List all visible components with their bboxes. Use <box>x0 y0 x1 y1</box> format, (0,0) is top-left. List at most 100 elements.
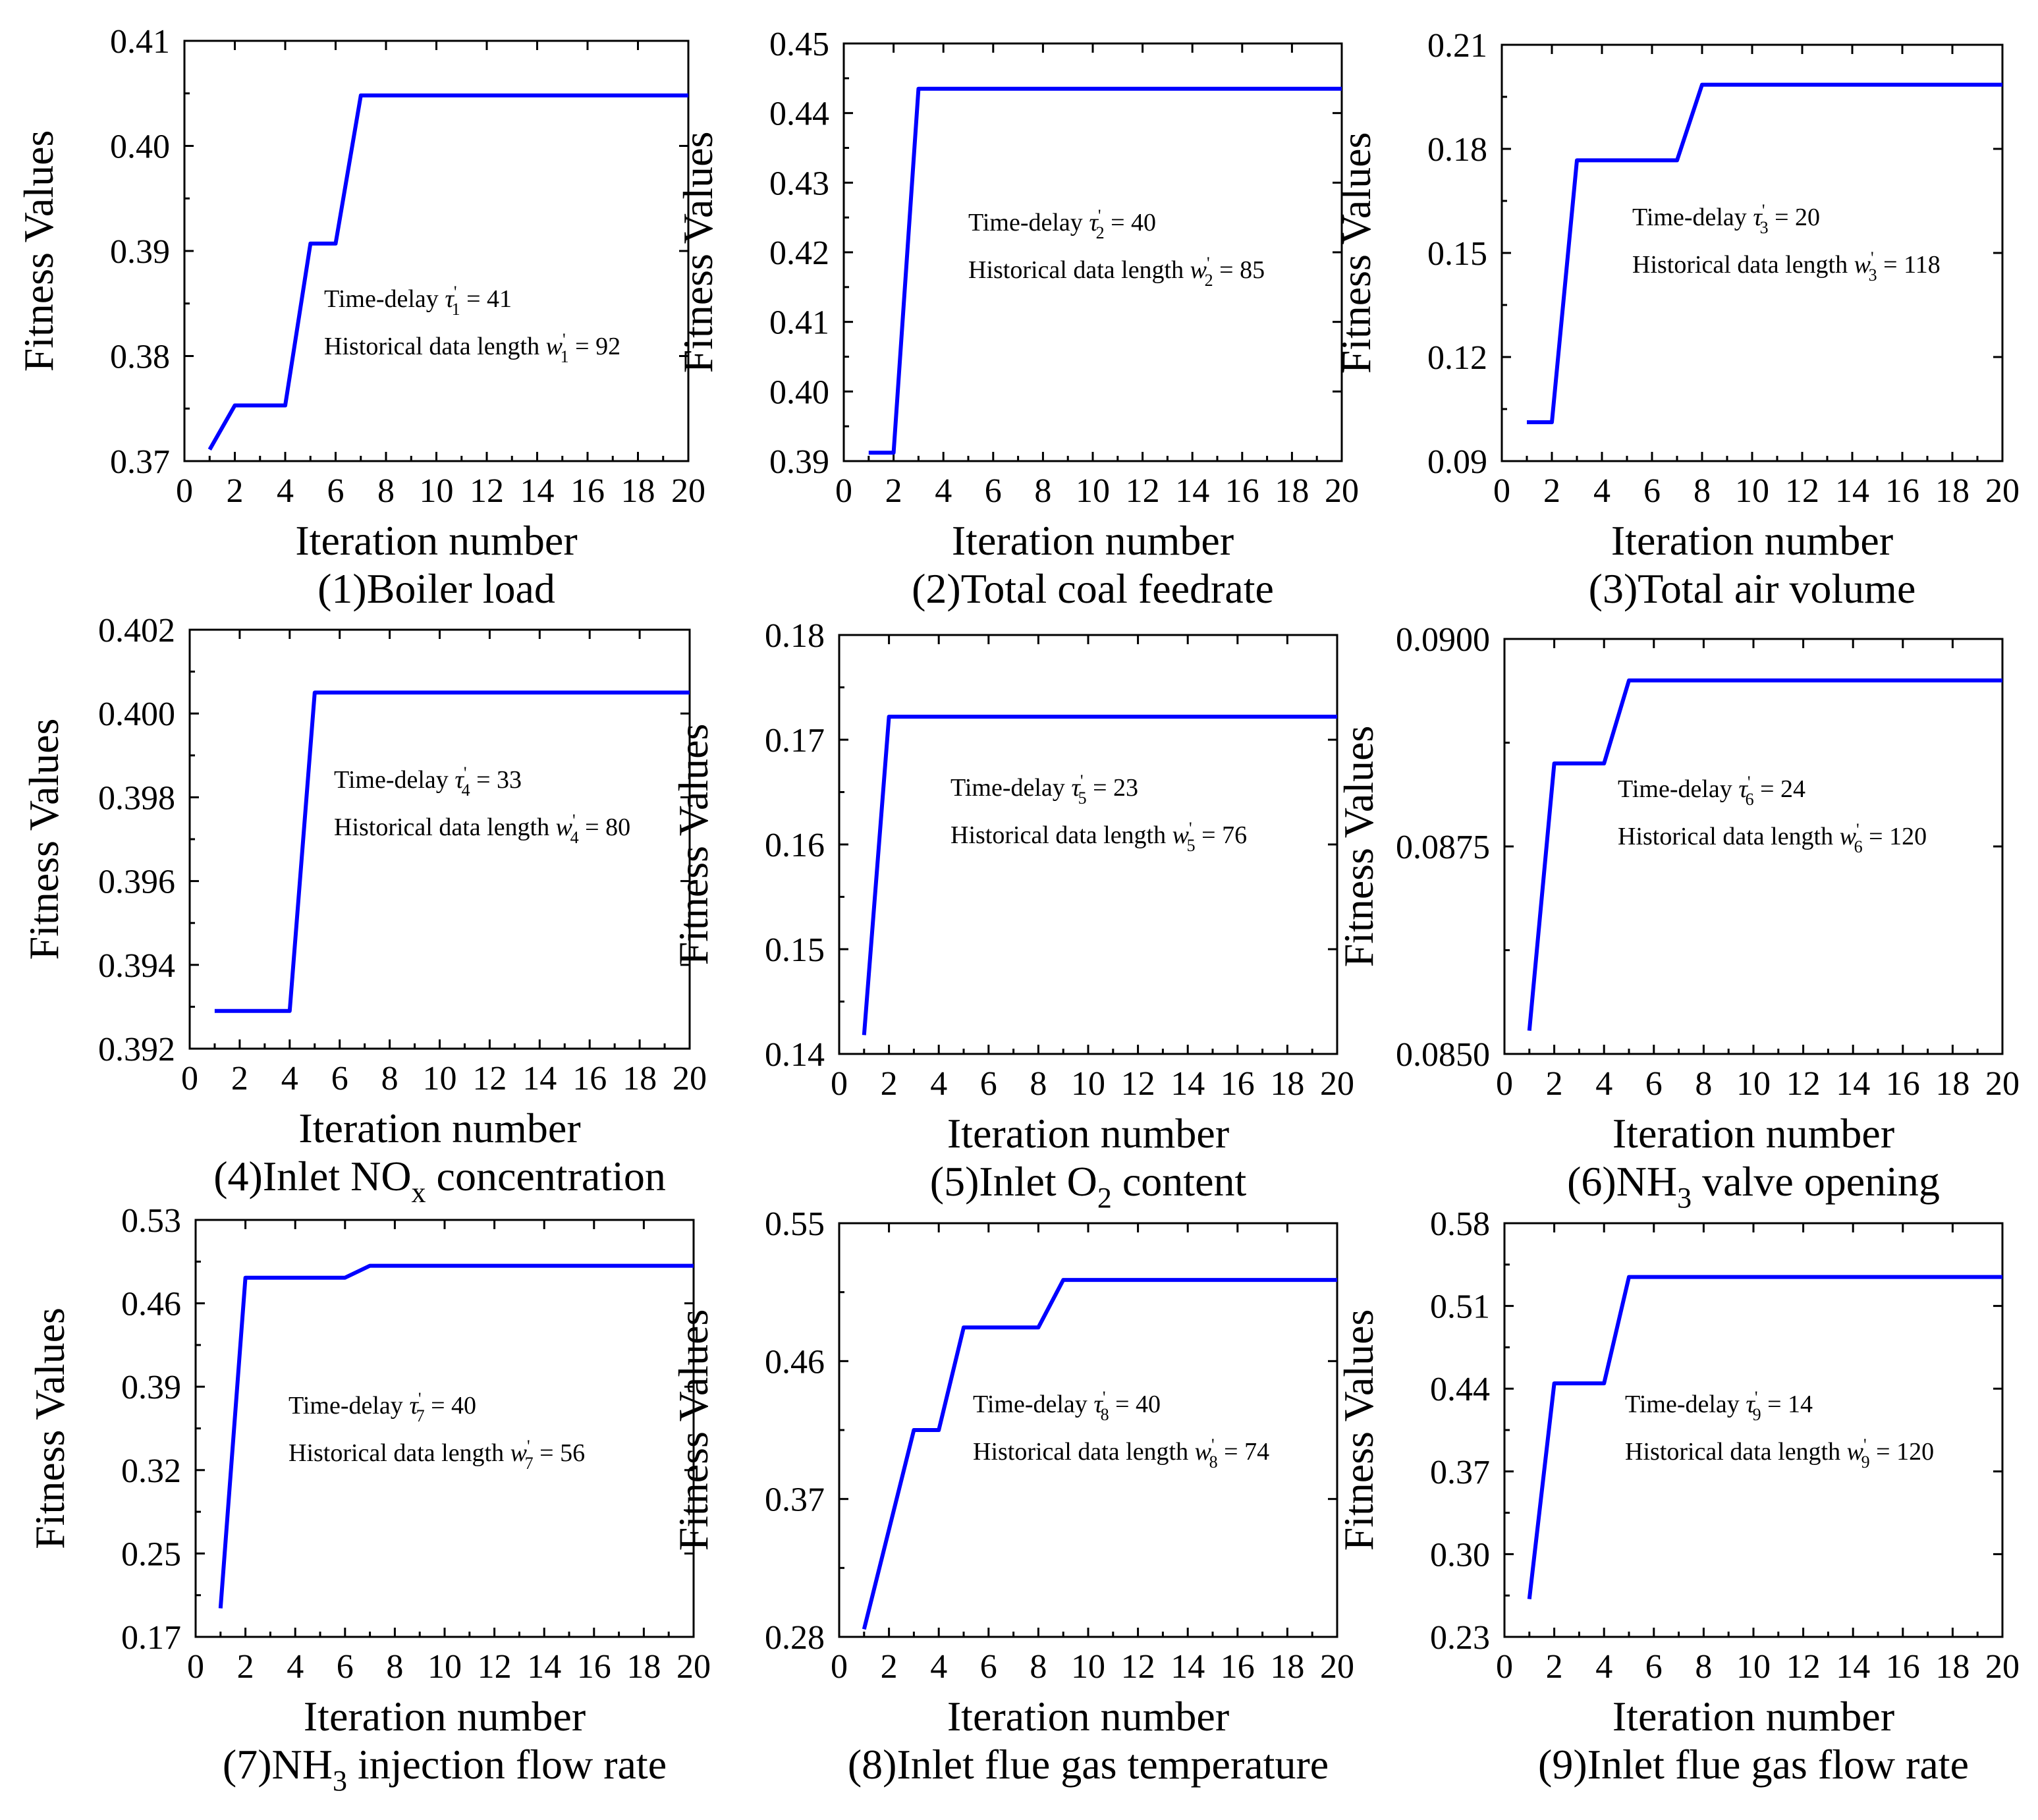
panel-4-x-tick-label: 18 <box>622 1060 657 1097</box>
panel-7-x-axis-label: Iteration number <box>304 1693 586 1740</box>
panel-1-y-axis-label: Fitness Values <box>15 130 62 372</box>
panel-9-data-length-value: = 120 <box>1870 1438 1934 1466</box>
panel-3-tau-symbol: τ <box>1753 204 1763 231</box>
panel-8-time-delay-value: = 40 <box>1109 1391 1161 1418</box>
panel-1-w-symbol: w <box>546 333 563 360</box>
panel-5-y-tick-label: 0.14 <box>765 1036 825 1074</box>
panel-6-x-axis-label: Iteration number <box>1612 1110 1894 1157</box>
panel-2-y-tick-label: 0.41 <box>769 304 829 342</box>
panel-4-caption: (4)Inlet NOx concentration <box>213 1153 666 1209</box>
panel-4-data-length-annotation: Historical data length w' 4 = 80 <box>334 811 630 847</box>
panel-4-x-tick-label: 4 <box>281 1060 298 1097</box>
panel-4-x-tick-label: 12 <box>472 1060 507 1097</box>
panel-8-data-length-text: Historical data length <box>973 1438 1195 1466</box>
panel-5-caption-subscript: 2 <box>1097 1182 1112 1214</box>
panel-1-plot-frame <box>183 40 690 462</box>
panel-7-caption: (7)NH3 injection flow rate <box>223 1741 667 1797</box>
panel-6-caption-main: (6)NH <box>1567 1158 1677 1205</box>
panel-7-tau-symbol: τ <box>409 1392 419 1420</box>
panel-1: 0 2 4 6 8 10 12 14 16 18 20 0.37 0.38 0.39 0.40 0.41 Ite… <box>15 23 705 612</box>
panel-8-x-tick-label: 14 <box>1170 1648 1205 1686</box>
panel-4-y-tick-label: 0.396 <box>98 864 175 901</box>
panel-1-x-tick-label: 14 <box>520 472 555 510</box>
panel-4-time-delay-annotation: Time-delay τ' 4 = 33 <box>334 763 522 800</box>
panel-2-time-delay-annotation: Time-delay τ' 2 = 40 <box>968 206 1156 242</box>
panel-8-x-tick-label: 16 <box>1221 1648 1255 1686</box>
panel-7-caption-tail: injection flow rate <box>347 1741 667 1788</box>
panel-4-tau-prime: ' <box>464 763 467 783</box>
panel-9-x-tick-label: 14 <box>1836 1648 1870 1686</box>
panel-8-x-tick-label: 20 <box>1320 1648 1354 1686</box>
panel-1-x-tick-label: 16 <box>570 472 605 510</box>
panel-1-data-length-value: = 92 <box>569 333 620 360</box>
panel-8-x-axis-label: Iteration number <box>947 1693 1229 1740</box>
panel-7-caption-main: (7)NH <box>223 1741 333 1788</box>
panel-8-y-tick-label: 0.28 <box>765 1619 825 1657</box>
panel-4-x-tick-label: 8 <box>381 1060 399 1097</box>
panel-8-w-prime: ' <box>1211 1435 1215 1454</box>
panel-5-caption-tail: content <box>1112 1158 1247 1205</box>
panel-8-time-delay-text: Time-delay <box>973 1391 1093 1418</box>
panel-3-series-line <box>1527 82 2002 424</box>
panel-4-x-tick-label: 20 <box>673 1060 707 1097</box>
panel-4-x-tick-label: 14 <box>522 1060 557 1097</box>
panel-8-y-tick-label: 0.46 <box>765 1343 825 1381</box>
panel-1-y-tick-label: 0.41 <box>110 23 170 61</box>
panel-1-x-tick-label: 8 <box>377 472 395 510</box>
panel-2-x-tick-label: 8 <box>1034 472 1051 510</box>
panel-6-y-tick-label: 0.0850 <box>1396 1036 1490 1074</box>
panel-7-w-symbol: w <box>510 1439 528 1467</box>
panel-7-x-tick-label: 12 <box>478 1648 512 1686</box>
panel-4-x-tick-label: 0 <box>181 1060 198 1097</box>
panel-2-x-tick-label: 2 <box>885 472 902 510</box>
panel-3-time-delay-value: = 20 <box>1769 204 1820 231</box>
panel-8-tau-symbol: τ <box>1093 1391 1103 1418</box>
panel-6-x-tick-label: 6 <box>1645 1065 1663 1103</box>
panel-5-y-axis-label: Fitness Values <box>670 724 717 966</box>
panel-4-y-tick-label: 0.392 <box>98 1031 175 1068</box>
panel-1-y-tick-label: 0.37 <box>110 443 170 481</box>
panel-6-x-tick-label: 16 <box>1886 1065 1920 1103</box>
panel-5-x-tick-label: 0 <box>831 1065 848 1103</box>
panel-4-x-tick-label: 16 <box>572 1060 607 1097</box>
panel-7-x-tick-label: 4 <box>287 1648 304 1686</box>
panel-1-w-prime: ' <box>563 330 566 349</box>
panel-3-y-tick-label: 0.21 <box>1427 27 1487 65</box>
panel-5-x-tick-label: 4 <box>930 1065 947 1103</box>
panel-9-x-tick-label: 20 <box>1985 1648 2020 1686</box>
panel-1-x-tick-label: 0 <box>176 472 193 510</box>
panel-2-y-tick-label: 0.40 <box>769 373 829 411</box>
panel-7-y-tick-label: 0.32 <box>121 1452 181 1490</box>
panel-3-data-length-value: = 118 <box>1877 251 1941 279</box>
panel-8-data-length-annotation: Historical data length w' 8 = 74 <box>973 1435 1269 1472</box>
panel-8-y-axis-label: Fitness Values <box>670 1310 717 1551</box>
panel-5-x-tick-label: 20 <box>1320 1065 1354 1103</box>
panel-6-time-delay-text: Time-delay <box>1618 775 1738 803</box>
panel-7-x-tick-label: 16 <box>577 1648 611 1686</box>
panel-1-time-delay-annotation: Time-delay τ' 1 = 41 <box>324 283 512 319</box>
panel-1-x-tick-label: 12 <box>470 472 504 510</box>
panel-6-x-tick-label: 4 <box>1595 1065 1612 1103</box>
panel-2-x-tick-label: 4 <box>935 472 952 510</box>
panel-9-data-length-annotation: Historical data length w' 9 = 120 <box>1625 1435 1934 1472</box>
panel-2-data-length-value: = 85 <box>1213 256 1265 284</box>
panel-6-data-length-text: Historical data length <box>1618 823 1840 850</box>
panel-2-w-subscript: 2 <box>1205 271 1213 290</box>
panel-5-tau-prime: ' <box>1080 771 1084 790</box>
panel-7-y-tick-label: 0.53 <box>121 1202 181 1240</box>
panel-9-x-tick-label: 12 <box>1786 1648 1821 1686</box>
panel-9-tau-subscript: 9 <box>1753 1405 1761 1424</box>
panel-1-data-length-annotation: Historical data length w' 1 = 92 <box>324 330 620 366</box>
panel-2-tau-prime: ' <box>1098 206 1101 225</box>
panel-1-x-tick-label: 18 <box>621 472 655 510</box>
panel-9-time-delay-annotation: Time-delay τ' 9 = 14 <box>1625 1388 1813 1424</box>
panel-8-series-line <box>862 1278 1337 1630</box>
panel-2-y-tick-label: 0.45 <box>769 26 829 63</box>
panel-3-tau-subscript: 3 <box>1760 218 1769 237</box>
panel-4: 0 2 4 6 8 10 12 14 16 18 200.3920.3940.3960.3980.4… <box>20 612 707 1209</box>
panel-8-caption-main: (8)Inlet flue gas temperature <box>848 1741 1329 1788</box>
panel-3-data-length-annotation: Historical data length w' 3 = 118 <box>1632 248 1941 285</box>
panel-9-x-tick-label: 0 <box>1496 1648 1513 1686</box>
panel-7-x-tick-label: 18 <box>626 1648 661 1686</box>
panel-2-x-axis-label: Iteration number <box>952 517 1234 564</box>
